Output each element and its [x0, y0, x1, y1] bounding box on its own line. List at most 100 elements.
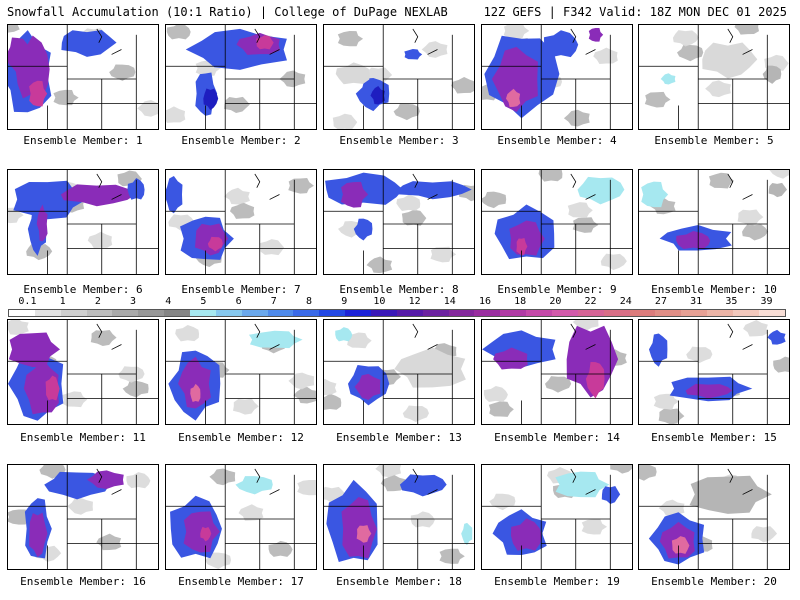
ensemble-member-caption: Ensemble Member: 10	[651, 283, 777, 296]
snowfall-map	[324, 465, 474, 569]
legend-swatch	[319, 310, 346, 316]
legend-swatch	[396, 310, 423, 316]
snowfall-map	[482, 25, 632, 129]
legend-swatch	[164, 310, 191, 316]
legend-swatch	[603, 310, 630, 316]
ensemble-member-caption: Ensemble Member: 16	[20, 575, 146, 588]
ensemble-member-caption: Ensemble Member: 8	[339, 283, 459, 296]
ensemble-member-map-12	[165, 319, 317, 425]
legend-swatch	[267, 310, 294, 316]
legend-swatch	[9, 310, 35, 316]
legend-label: 24	[619, 296, 632, 307]
legend-swatch	[448, 310, 475, 316]
ensemble-member-caption: Ensemble Member: 15	[651, 431, 777, 444]
chart-title: Snowfall Accumulation (10:1 Ratio) | Col…	[7, 5, 448, 19]
legend-label: 5	[200, 296, 207, 307]
snowfall-map	[639, 170, 789, 274]
ensemble-member-caption: Ensemble Member: 19	[494, 575, 620, 588]
legend-swatch	[629, 310, 656, 316]
legend-label: 27	[654, 296, 667, 307]
snowfall-map	[8, 170, 158, 274]
snowfall-map	[639, 320, 789, 424]
legend-label: 22	[584, 296, 597, 307]
legend-label: 1	[59, 296, 66, 307]
legend-label: 4	[165, 296, 172, 307]
ensemble-member-caption: Ensemble Member: 17	[178, 575, 304, 588]
snowfall-map	[639, 465, 789, 569]
ensemble-member-map-17	[165, 464, 317, 570]
ensemble-member-caption: Ensemble Member: 4	[497, 134, 617, 147]
legend-swatch	[190, 310, 216, 316]
ensemble-member-map-10	[638, 169, 790, 275]
snowfall-map	[324, 25, 474, 129]
legend-swatch	[60, 310, 87, 316]
ensemble-member-caption: Ensemble Member: 20	[651, 575, 777, 588]
ensemble-member-map-14	[481, 319, 633, 425]
legend-label: 18	[514, 296, 527, 307]
legend-label: 7	[270, 296, 277, 307]
ensemble-member-caption: Ensemble Member: 5	[654, 134, 774, 147]
snowfall-map	[166, 25, 316, 129]
legend-label: 31	[690, 296, 703, 307]
legend-label: 14	[443, 296, 456, 307]
snowfall-map	[482, 465, 632, 569]
snowfall-map	[166, 320, 316, 424]
snowfall-map	[482, 320, 632, 424]
snowfall-map	[166, 170, 316, 274]
ensemble-member-map-1	[7, 24, 159, 130]
ensemble-member-map-9	[481, 169, 633, 275]
legend-label: 16	[478, 296, 492, 307]
legend-label: 6	[235, 296, 242, 307]
ensemble-member-map-8	[323, 169, 475, 275]
legend-swatch	[293, 310, 320, 316]
legend-label: 0.1	[18, 296, 37, 307]
legend-swatch	[345, 310, 372, 316]
ensemble-member-map-19	[481, 464, 633, 570]
snowfall-map	[8, 465, 158, 569]
legend-swatch	[758, 310, 785, 316]
ensemble-member-caption: Ensemble Member: 6	[23, 283, 143, 296]
snowfall-map	[639, 25, 789, 129]
legend-label: 10	[373, 296, 386, 307]
legend-swatch	[112, 310, 139, 316]
snowfall-map	[8, 320, 158, 424]
legend-swatch	[552, 310, 578, 316]
ensemble-member-map-16	[7, 464, 159, 570]
ensemble-member-caption: Ensemble Member: 1	[23, 134, 143, 147]
color-legend	[8, 309, 786, 317]
ensemble-member-map-18	[323, 464, 475, 570]
ensemble-member-caption: Ensemble Member: 2	[181, 134, 301, 147]
legend-swatch	[707, 310, 734, 316]
legend-label: 2	[94, 296, 101, 307]
ensemble-member-map-5	[638, 24, 790, 130]
legend-swatch	[474, 310, 501, 316]
legend-swatch	[733, 310, 759, 316]
ensemble-member-caption: Ensemble Member: 13	[336, 431, 462, 444]
ensemble-member-map-2	[165, 24, 317, 130]
ensemble-member-map-3	[323, 24, 475, 130]
legend-label: 20	[549, 296, 562, 307]
legend-swatch	[500, 310, 527, 316]
legend-labels: 0.1 1 2 3 4 5 6 7 8 9 10 12 14 16 18 20 22 24 27 31 35 39	[8, 296, 786, 308]
ensemble-member-caption: Ensemble Member: 11	[20, 431, 146, 444]
snowfall-map	[482, 170, 632, 274]
legend-label: 3	[130, 296, 137, 307]
snowfall-map	[324, 320, 474, 424]
legend-swatch	[215, 310, 242, 316]
ensemble-member-caption: Ensemble Member: 12	[178, 431, 304, 444]
legend-label: 9	[341, 296, 348, 307]
legend-swatch	[526, 310, 553, 316]
ensemble-member-map-20	[638, 464, 790, 570]
ensemble-member-map-7	[165, 169, 317, 275]
legend-label: 8	[305, 296, 313, 307]
legend-swatch	[681, 310, 708, 316]
legend-swatch	[422, 310, 449, 316]
ensemble-member-map-15	[638, 319, 790, 425]
ensemble-member-map-6	[7, 169, 159, 275]
legend-swatch	[655, 310, 682, 316]
snowfall-map	[324, 170, 474, 274]
ensemble-member-map-11	[7, 319, 159, 425]
ensemble-member-caption: Ensemble Member: 14	[494, 431, 620, 444]
legend-label: 39	[760, 296, 773, 307]
legend-swatch	[241, 310, 268, 316]
